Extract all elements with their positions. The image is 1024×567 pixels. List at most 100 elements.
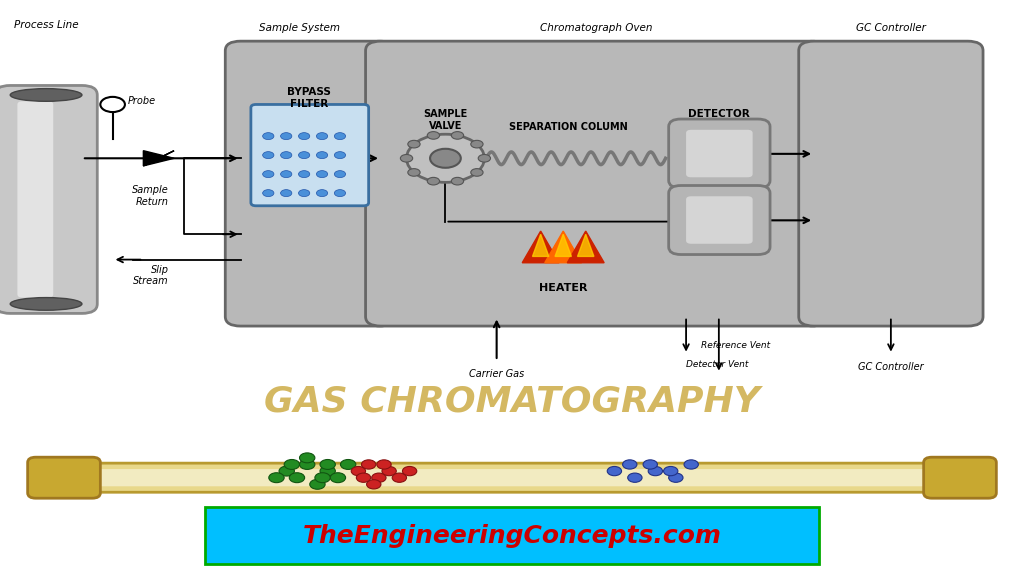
Circle shape (321, 459, 336, 469)
Circle shape (623, 460, 637, 469)
Text: Sample System: Sample System (258, 23, 340, 33)
Circle shape (392, 473, 407, 483)
Circle shape (471, 168, 483, 176)
FancyBboxPatch shape (96, 469, 928, 486)
FancyBboxPatch shape (0, 86, 97, 314)
Text: BYPASS
FILTER: BYPASS FILTER (288, 87, 331, 109)
Circle shape (281, 189, 292, 197)
Circle shape (669, 473, 683, 483)
Ellipse shape (10, 88, 82, 101)
Circle shape (340, 459, 356, 469)
Text: Probe: Probe (128, 96, 156, 106)
Circle shape (408, 141, 420, 148)
FancyBboxPatch shape (686, 130, 753, 177)
Circle shape (351, 467, 366, 476)
FancyBboxPatch shape (924, 457, 996, 498)
Text: Carrier Gas: Carrier Gas (469, 369, 524, 379)
Circle shape (430, 149, 461, 168)
Circle shape (607, 467, 622, 476)
Polygon shape (555, 234, 571, 256)
Circle shape (335, 171, 346, 177)
Text: SEPARATION COLUMN: SEPARATION COLUMN (509, 122, 628, 132)
Text: Sample
Return: Sample Return (132, 185, 169, 207)
Circle shape (300, 459, 315, 469)
Circle shape (310, 479, 326, 489)
Text: DETECTOR: DETECTOR (688, 109, 750, 119)
FancyBboxPatch shape (28, 457, 100, 498)
Circle shape (408, 168, 420, 176)
Circle shape (452, 132, 464, 139)
Circle shape (361, 460, 376, 469)
Circle shape (262, 151, 274, 159)
Text: HEATER: HEATER (539, 283, 588, 293)
Circle shape (285, 459, 300, 469)
Circle shape (684, 460, 698, 469)
Circle shape (299, 189, 310, 197)
Text: Reference Vent: Reference Vent (701, 341, 771, 350)
Text: SAMPLE
VALVE: SAMPLE VALVE (423, 109, 468, 131)
Circle shape (316, 189, 328, 197)
Circle shape (427, 177, 439, 185)
Circle shape (315, 473, 330, 483)
Polygon shape (522, 231, 559, 263)
Polygon shape (545, 231, 582, 263)
Circle shape (648, 467, 663, 476)
Ellipse shape (10, 298, 82, 310)
Circle shape (402, 467, 417, 476)
Circle shape (356, 473, 371, 483)
Circle shape (300, 453, 315, 463)
Circle shape (335, 151, 346, 159)
Circle shape (316, 171, 328, 177)
Circle shape (664, 467, 678, 476)
Circle shape (316, 151, 328, 159)
Text: Slip
Stream: Slip Stream (133, 265, 169, 286)
Circle shape (299, 171, 310, 177)
Text: GC Controller: GC Controller (856, 23, 926, 33)
Circle shape (321, 466, 336, 476)
Text: Process Line: Process Line (13, 20, 79, 30)
FancyBboxPatch shape (799, 41, 983, 326)
Polygon shape (532, 234, 549, 256)
Polygon shape (567, 231, 604, 263)
Circle shape (281, 151, 292, 159)
FancyBboxPatch shape (251, 104, 369, 206)
FancyBboxPatch shape (686, 196, 753, 244)
Circle shape (262, 171, 274, 177)
Text: Chromatograph Oven: Chromatograph Oven (540, 23, 652, 33)
Circle shape (407, 134, 484, 183)
Circle shape (471, 141, 483, 148)
Circle shape (289, 473, 305, 483)
Circle shape (281, 133, 292, 139)
FancyBboxPatch shape (205, 507, 819, 564)
Circle shape (628, 473, 642, 483)
FancyBboxPatch shape (17, 101, 53, 298)
Circle shape (643, 460, 657, 469)
Circle shape (299, 151, 310, 159)
FancyBboxPatch shape (225, 41, 394, 326)
FancyBboxPatch shape (669, 119, 770, 188)
Circle shape (262, 189, 274, 197)
Circle shape (330, 473, 346, 483)
Circle shape (100, 97, 125, 112)
Circle shape (279, 466, 295, 476)
Circle shape (262, 133, 274, 139)
Text: TheEngineeringConcepts.com: TheEngineeringConcepts.com (302, 524, 722, 548)
Text: GAS CHROMATOGRAPHY: GAS CHROMATOGRAPHY (264, 384, 760, 418)
FancyBboxPatch shape (366, 41, 826, 326)
Polygon shape (143, 151, 174, 166)
Text: Detector Vent: Detector Vent (686, 359, 749, 369)
FancyBboxPatch shape (669, 185, 770, 255)
Circle shape (316, 133, 328, 139)
Polygon shape (578, 234, 594, 256)
Circle shape (478, 154, 490, 162)
Circle shape (335, 133, 346, 139)
Circle shape (372, 473, 386, 483)
Circle shape (299, 133, 310, 139)
Circle shape (268, 473, 285, 483)
Circle shape (377, 460, 391, 469)
Circle shape (427, 132, 439, 139)
Circle shape (335, 189, 346, 197)
Circle shape (400, 154, 413, 162)
Circle shape (382, 467, 396, 476)
Text: GC Controller: GC Controller (858, 362, 924, 372)
